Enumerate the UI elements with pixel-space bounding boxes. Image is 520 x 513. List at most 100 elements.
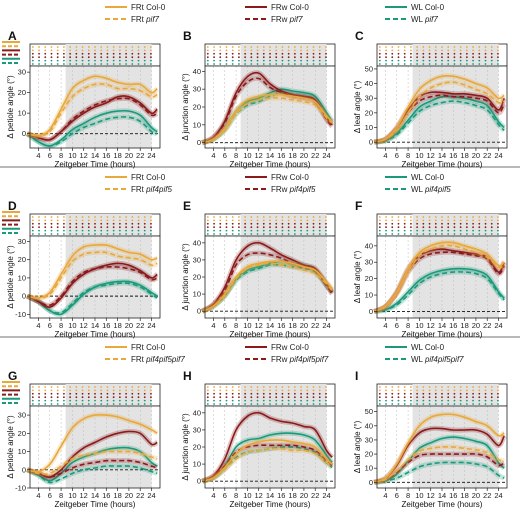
stats-letter-mark (403, 49, 406, 52)
stats-letter-mark (137, 222, 140, 225)
legend-label: FRw pif4pif5 (271, 185, 316, 194)
stats-letter-mark (287, 229, 290, 232)
stats-letter-mark (106, 392, 109, 395)
stats-letter-mark (300, 59, 302, 62)
stats-letter-mark (490, 46, 493, 48)
stats-letter-mark (465, 389, 468, 392)
stats-letter-mark (100, 222, 103, 225)
stats-letter-mark (143, 392, 146, 395)
stats-letter-mark (81, 396, 84, 399)
stats-letter-mark (231, 46, 234, 48)
stats-letter-mark (100, 403, 103, 405)
stats-letter-mark (131, 233, 134, 235)
stats-letter-mark (281, 233, 284, 235)
stats-letter-mark (497, 52, 499, 55)
stats-letter-mark (87, 389, 90, 392)
x-tick-label: 4 (211, 491, 215, 500)
stats-letter-mark (118, 226, 121, 229)
stats-letter-mark (56, 49, 59, 52)
stats-letter-mark (447, 229, 450, 232)
stats-letter-mark (275, 392, 278, 395)
x-tick-label: 6 (395, 491, 399, 500)
stats-letter-mark (219, 49, 222, 52)
stats-letter-mark (38, 56, 40, 59)
stats-letter-mark (453, 216, 456, 218)
stats-letter-mark (441, 63, 443, 65)
stats-letter-mark (81, 52, 84, 55)
series-line-WL-mutant (374, 100, 505, 143)
stats-letter-mark (293, 46, 296, 48)
stats-letter-mark (453, 392, 456, 395)
stats-letter-mark (94, 219, 96, 222)
stats-letter-mark (472, 222, 474, 225)
y-tick-label: 20 (365, 108, 373, 117)
stats-letter-mark (100, 49, 103, 52)
stats-letter-mark (137, 49, 140, 52)
legend-label: FRw pif4pif5pif7 (271, 355, 329, 364)
stats-letter-mark (125, 389, 127, 392)
y-tick-label: 30 (18, 68, 26, 77)
stats-letter-mark (150, 56, 152, 59)
stats-letter-mark (150, 52, 152, 55)
stats-letter-mark (238, 46, 240, 48)
stats-letter-mark (306, 403, 309, 405)
stats-letter-mark (300, 46, 302, 48)
y-tick-label: 10 (365, 123, 373, 132)
x-tick-label: 14 (266, 151, 274, 160)
stats-letter-mark (44, 63, 47, 65)
stats-letter-mark (219, 396, 222, 399)
stats-letter-mark (484, 392, 487, 395)
stats-letter-mark (225, 396, 228, 399)
legend-label: WL Col-0 (411, 3, 445, 12)
stats-letter-mark (143, 389, 146, 392)
stats-letter-mark (143, 49, 146, 52)
x-axis-label: Zeitgeber Time (hours) (402, 160, 483, 169)
stats-letter-mark (106, 396, 109, 399)
stats-letter-mark (118, 233, 121, 235)
stats-letter-mark (293, 229, 296, 232)
stats-letter-mark (397, 49, 400, 52)
stats-letter-mark (44, 222, 47, 225)
stats-letter-mark (256, 49, 259, 52)
x-tick-label: 12 (80, 491, 88, 500)
stats-letter-mark (318, 222, 321, 225)
stats-letter-mark (434, 46, 437, 48)
stats-letter-mark (118, 49, 121, 52)
stats-letter-mark (50, 59, 53, 62)
stats-letter-mark (490, 229, 493, 232)
stats-letter-mark (269, 63, 271, 65)
stats-letter-mark (325, 396, 327, 399)
stats-letter-mark (434, 403, 437, 405)
stats-letter-mark (112, 63, 115, 65)
x-tick-label: 18 (460, 491, 468, 500)
stats-letter-mark (459, 392, 462, 395)
stats-letter-mark (410, 63, 412, 65)
stats-letter-mark (497, 63, 499, 65)
x-tick-label: 24 (494, 491, 502, 500)
stats-letter-mark (472, 386, 474, 388)
y-tick-label: 20 (18, 255, 26, 264)
stats-letter-mark (325, 222, 327, 225)
stats-letter-mark (385, 399, 387, 402)
stats-letter-mark (131, 386, 134, 388)
stats-letter-mark (378, 52, 381, 55)
stats-letter-mark (219, 389, 222, 392)
stats-letter-mark (206, 63, 209, 65)
stats-letter-mark (31, 389, 34, 392)
stats-letter-mark (112, 59, 115, 62)
night-shading (240, 66, 327, 148)
stats-letter-mark (300, 386, 302, 388)
stats-letter-mark (416, 56, 419, 59)
stats-letter-mark (213, 399, 215, 402)
x-tick-label: 10 (68, 491, 76, 500)
stats-letter-mark (238, 403, 240, 405)
series-line-FRt-col0 (27, 75, 158, 137)
stats-letter-mark (31, 49, 34, 52)
stats-letter-mark (69, 59, 72, 62)
stats-letter-mark (403, 392, 406, 395)
stats-letter-mark (137, 229, 140, 232)
stats-letter-mark (378, 56, 381, 59)
stats-letter-mark (410, 386, 412, 388)
stats-letter-mark (434, 399, 437, 402)
stats-letter-mark (293, 219, 296, 222)
